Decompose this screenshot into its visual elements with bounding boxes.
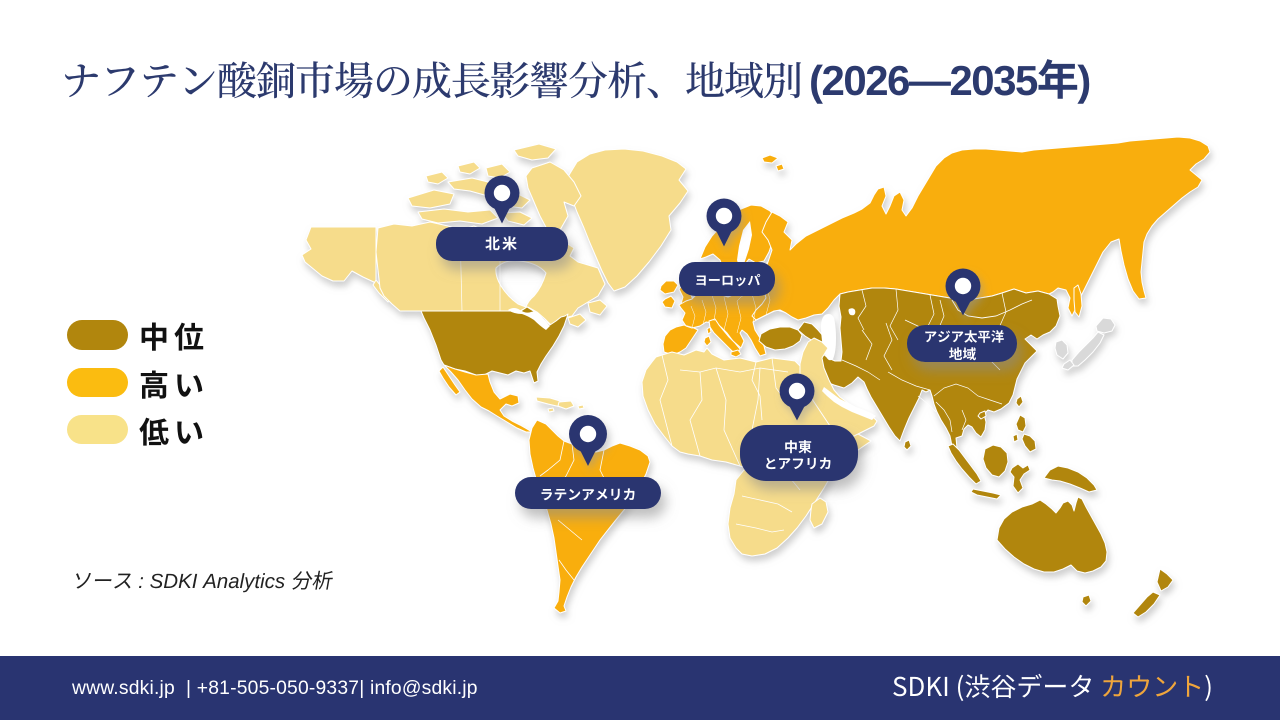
svg-text:www.sdki.jp | +81-505-050-933: www.sdki.jp | +81-505-050-9337| info@sdk… bbox=[71, 678, 478, 699]
